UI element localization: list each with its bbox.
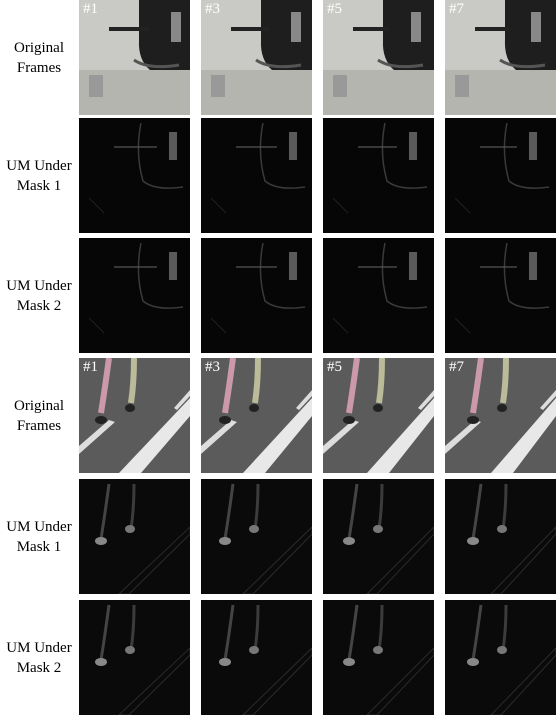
frame-image: [445, 479, 556, 594]
frame-label: #3: [205, 359, 220, 376]
frame-picture: [201, 479, 312, 594]
frame-picture: [79, 600, 190, 715]
row-label-line: Mask 2: [0, 296, 78, 316]
frame-image: [201, 238, 312, 353]
frame-image: [79, 238, 190, 353]
frame-label: #1: [83, 359, 98, 376]
frame-image: #1: [79, 0, 190, 115]
frame-label: #7: [449, 359, 464, 376]
frame-image: [79, 479, 190, 594]
row-label-line: Frames: [0, 58, 78, 78]
frame-image: #3: [201, 0, 312, 115]
frame-image: [201, 118, 312, 233]
frame-label: #1: [83, 1, 98, 18]
row-label-line: Original: [0, 38, 78, 58]
row-label-line: UM Under: [0, 276, 78, 296]
frame-picture: [323, 600, 434, 715]
frame-image: #5: [323, 0, 434, 115]
row-label-line: Mask 1: [0, 537, 78, 557]
frame-label: #5: [327, 1, 342, 18]
frame-image: [323, 600, 434, 715]
frame-label: #3: [205, 1, 220, 18]
frame-picture: [79, 238, 190, 353]
frame-image: #1: [79, 358, 190, 473]
frame-label: #7: [449, 1, 464, 18]
row-label-line: Original: [0, 396, 78, 416]
frame-image: [445, 118, 556, 233]
frame-picture: [201, 600, 312, 715]
row-label-line: UM Under: [0, 638, 78, 658]
row-label-line: Mask 1: [0, 176, 78, 196]
frame-image: [323, 238, 434, 353]
frame-picture: [445, 238, 556, 353]
frame-image: [323, 118, 434, 233]
frame-picture: [445, 118, 556, 233]
row-label-line: UM Under: [0, 156, 78, 176]
frame-image: [201, 479, 312, 594]
frame-image: [445, 238, 556, 353]
row-label-line: Mask 2: [0, 658, 78, 678]
frame-image: [201, 600, 312, 715]
row-label-line: UM Under: [0, 517, 78, 537]
frame-picture: [201, 118, 312, 233]
figure: OriginalFrames #1 #3 #5: [0, 0, 556, 721]
frame-image: [79, 600, 190, 715]
frame-image: [79, 118, 190, 233]
frame-image: [445, 600, 556, 715]
frame-picture: [79, 118, 190, 233]
frame-image: [323, 479, 434, 594]
frame-picture: [323, 118, 434, 233]
frame-picture: [445, 479, 556, 594]
frame-image: #5: [323, 358, 434, 473]
row-label-line: Frames: [0, 416, 78, 436]
frame-label: #5: [327, 359, 342, 376]
frame-picture: [201, 238, 312, 353]
frame-picture: [79, 479, 190, 594]
frame-image: #7: [445, 0, 556, 115]
frame-picture: [323, 238, 434, 353]
frame-image: #7: [445, 358, 556, 473]
frame-image: #3: [201, 358, 312, 473]
frame-picture: [323, 479, 434, 594]
frame-picture: [445, 600, 556, 715]
